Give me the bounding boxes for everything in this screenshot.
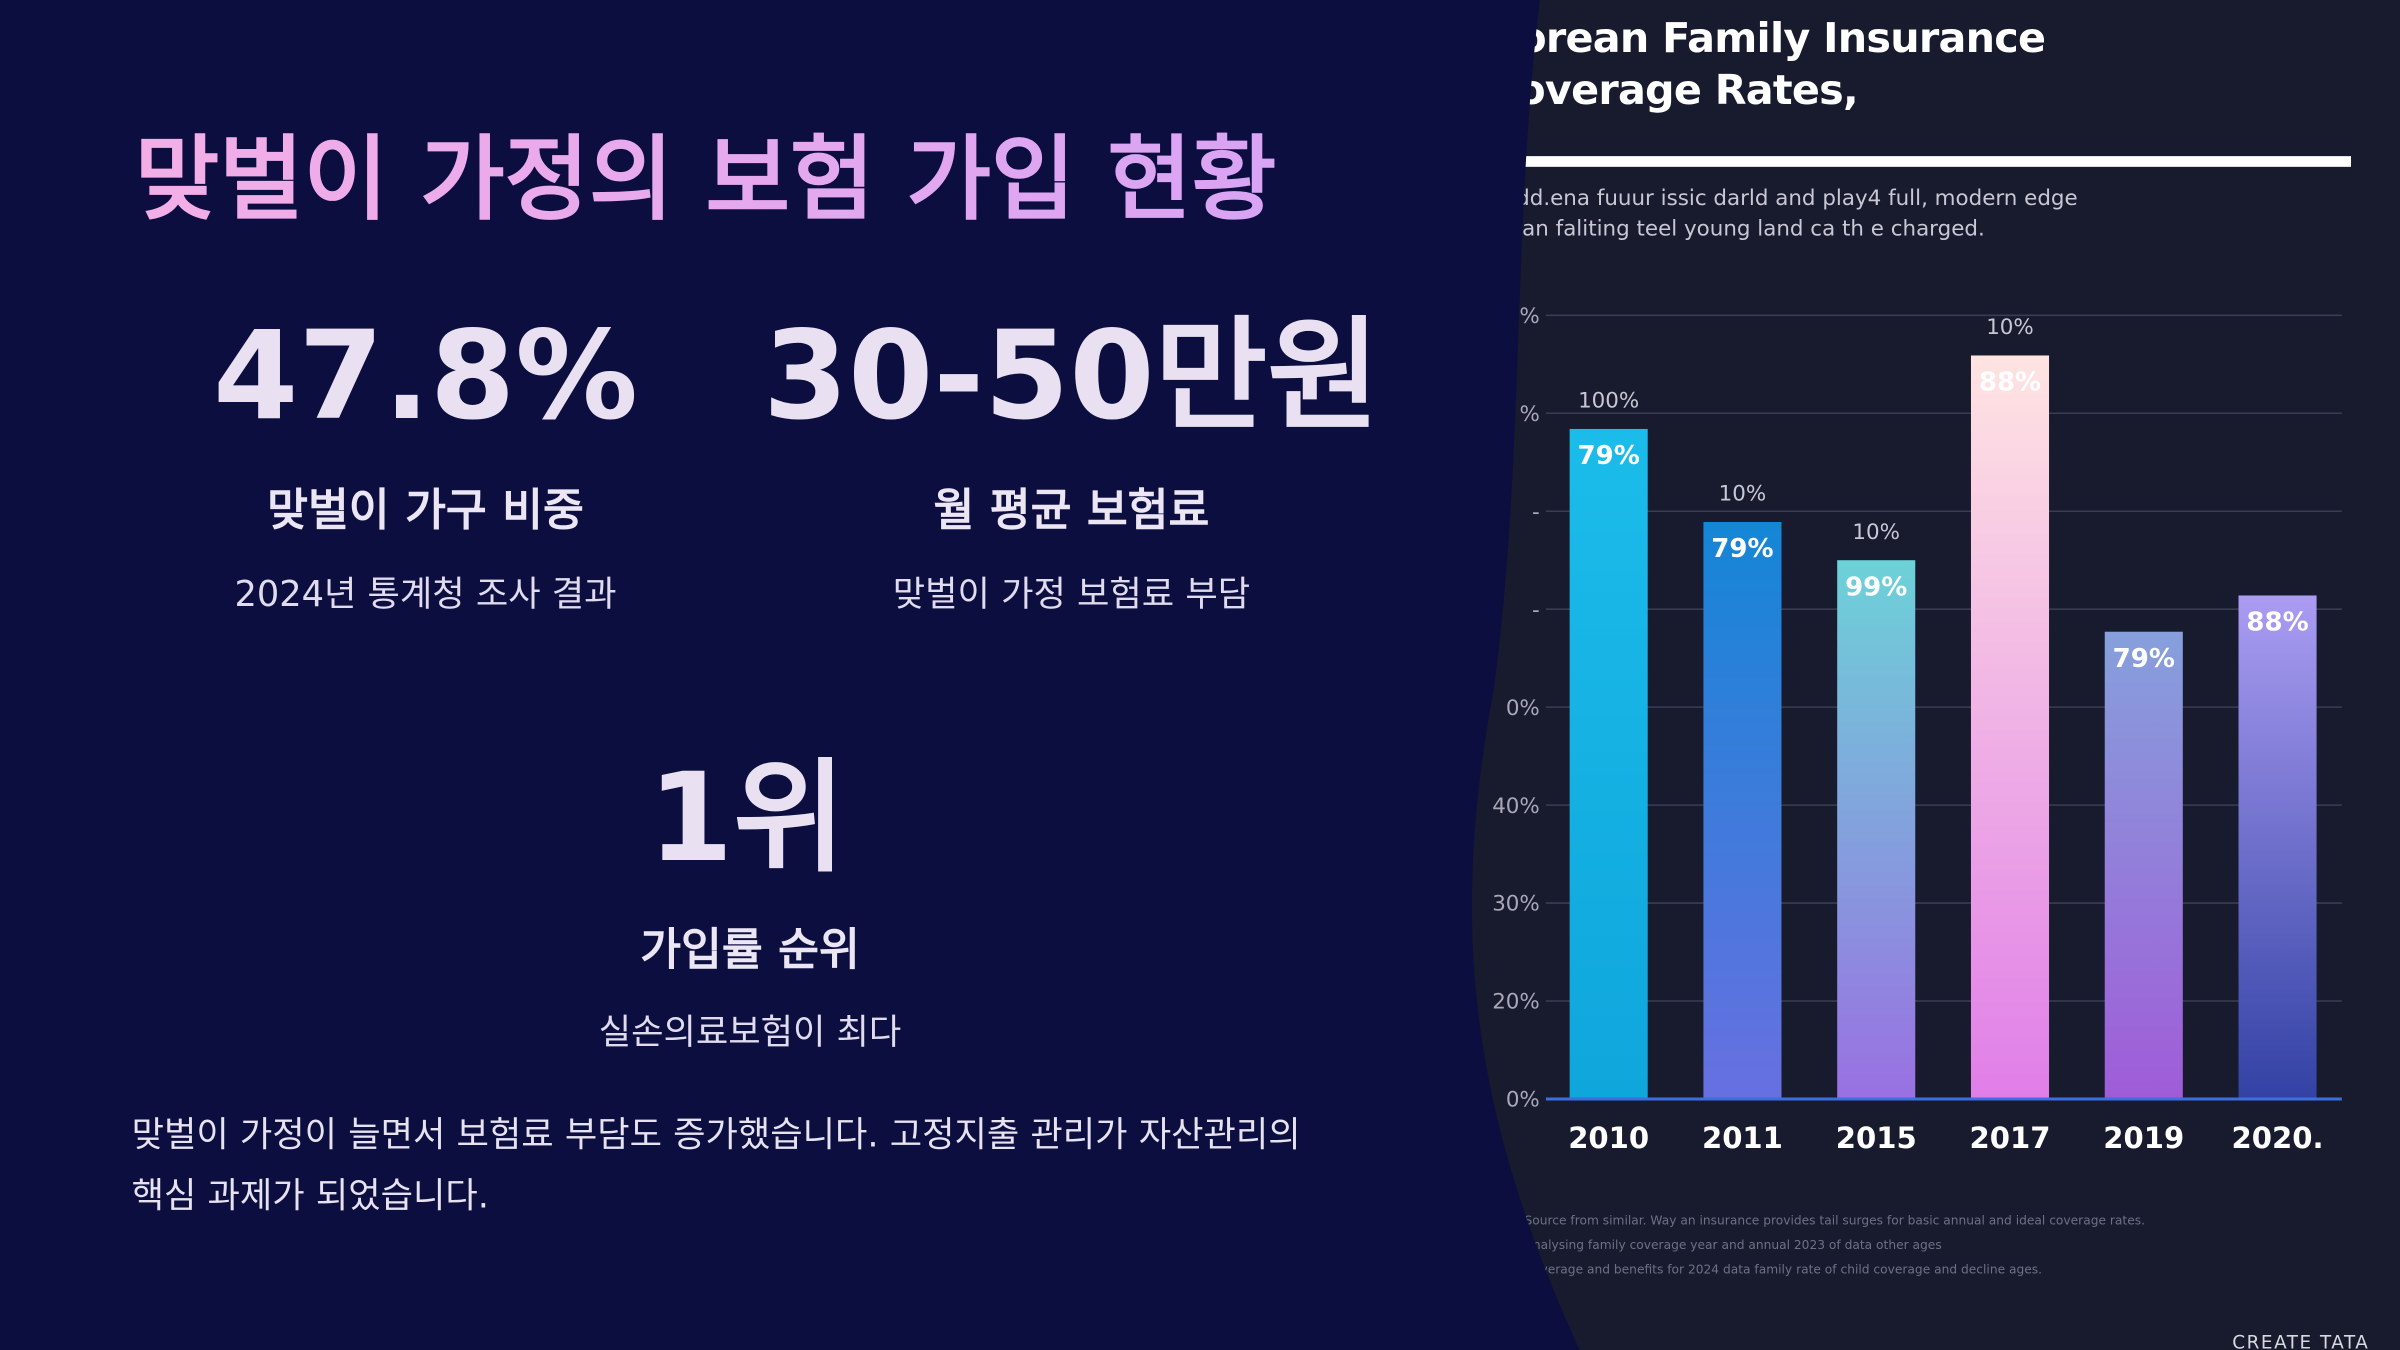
x-tick-label: 2019: [2103, 1121, 2184, 1155]
slide-title: 맞벌이 가정의 보험 가입 현황: [135, 126, 1277, 233]
y-tick-label: -: [1532, 500, 1540, 525]
bar-label: 88%: [2246, 608, 2308, 638]
bar: [2238, 595, 2317, 1099]
stat-label: 맞벌이 가구 비중: [267, 485, 584, 536]
chart-subtitle: lean faliting teel young land ca th e ch…: [1503, 217, 1985, 242]
bar-label: 99%: [1845, 572, 1907, 602]
y-tick-label: 30%: [1492, 892, 1540, 917]
y-tick-label: 20%: [1492, 990, 1540, 1015]
stat-value: 47.8%: [213, 304, 638, 447]
bar: [1837, 560, 1916, 1099]
bar-top-label: 100%: [1578, 389, 1639, 414]
y-tick-label: 0%: [1506, 1088, 1540, 1113]
bar-top-label: 10%: [1852, 520, 1900, 545]
y-tick-label: 40%: [1492, 794, 1540, 819]
stat-label: 월 평균 보험료: [933, 485, 1209, 536]
bar-label: 88%: [1979, 368, 2041, 398]
bar-top-label: 10%: [1986, 315, 2034, 340]
x-tick-label: 2020.: [2232, 1121, 2324, 1155]
footnote: Source from similar. Way an insurance pr…: [1524, 1213, 2145, 1227]
body-text: 핵심 과제가 되었습니다.: [132, 1176, 489, 1217]
credit: CREATE TATA: [2232, 1332, 2369, 1350]
y-tick-label: -: [1532, 598, 1540, 623]
bar: [1970, 355, 2050, 1099]
title-rule: [1507, 156, 2352, 167]
text-area: 맞벌이 가정의 보험 가입 현황 47.8% 맞벌이 가구 비중 2024년 통…: [132, 126, 1380, 1216]
x-tick-label: 2011: [1702, 1121, 1783, 1155]
chart-title: Coverage Rates,: [1488, 66, 1858, 114]
footnote: Analysing family coverage year and annua…: [1524, 1238, 1941, 1252]
stat-note: 2024년 통계청 조사 결과: [234, 574, 616, 615]
bar-top-label: 10%: [1719, 482, 1767, 507]
stat-note: 맞벌이 가정 보험료 부담: [893, 574, 1250, 615]
chart-title: Korean Family Insurance: [1488, 14, 2045, 62]
bar: [2104, 631, 2183, 1099]
x-tick-label: 2010: [1568, 1121, 1649, 1155]
chart-subtitle: odd.ena fuuur issic darld and play4 full…: [1503, 186, 2078, 211]
bar-label: 79%: [1578, 441, 1640, 471]
bar-label: 79%: [1711, 534, 1773, 564]
y-tick-label: %: [1519, 402, 1539, 427]
x-tick-label: 2017: [1970, 1121, 2051, 1155]
left-panel: [0, 0, 1580, 1350]
y-tick-label: 0%: [1506, 696, 1540, 721]
footnote: Coverage and benefits for 2024 data fami…: [1524, 1262, 2042, 1276]
bar: [1703, 522, 1782, 1099]
x-tick-label: 2015: [1836, 1121, 1917, 1155]
bar-label: 79%: [2113, 644, 2175, 674]
stat-note: 실손의료보험이 최다: [599, 1012, 902, 1053]
stat-value: 30-50만원: [763, 304, 1380, 447]
stat-label: 가입률 순위: [640, 924, 860, 975]
stat-value: 1위: [648, 746, 846, 889]
bar: [1569, 428, 1648, 1099]
body-text: 맞벌이 가정이 늘면서 보험료 부담도 증가했습니다. 고정지출 관리가 자산관…: [132, 1114, 1301, 1155]
